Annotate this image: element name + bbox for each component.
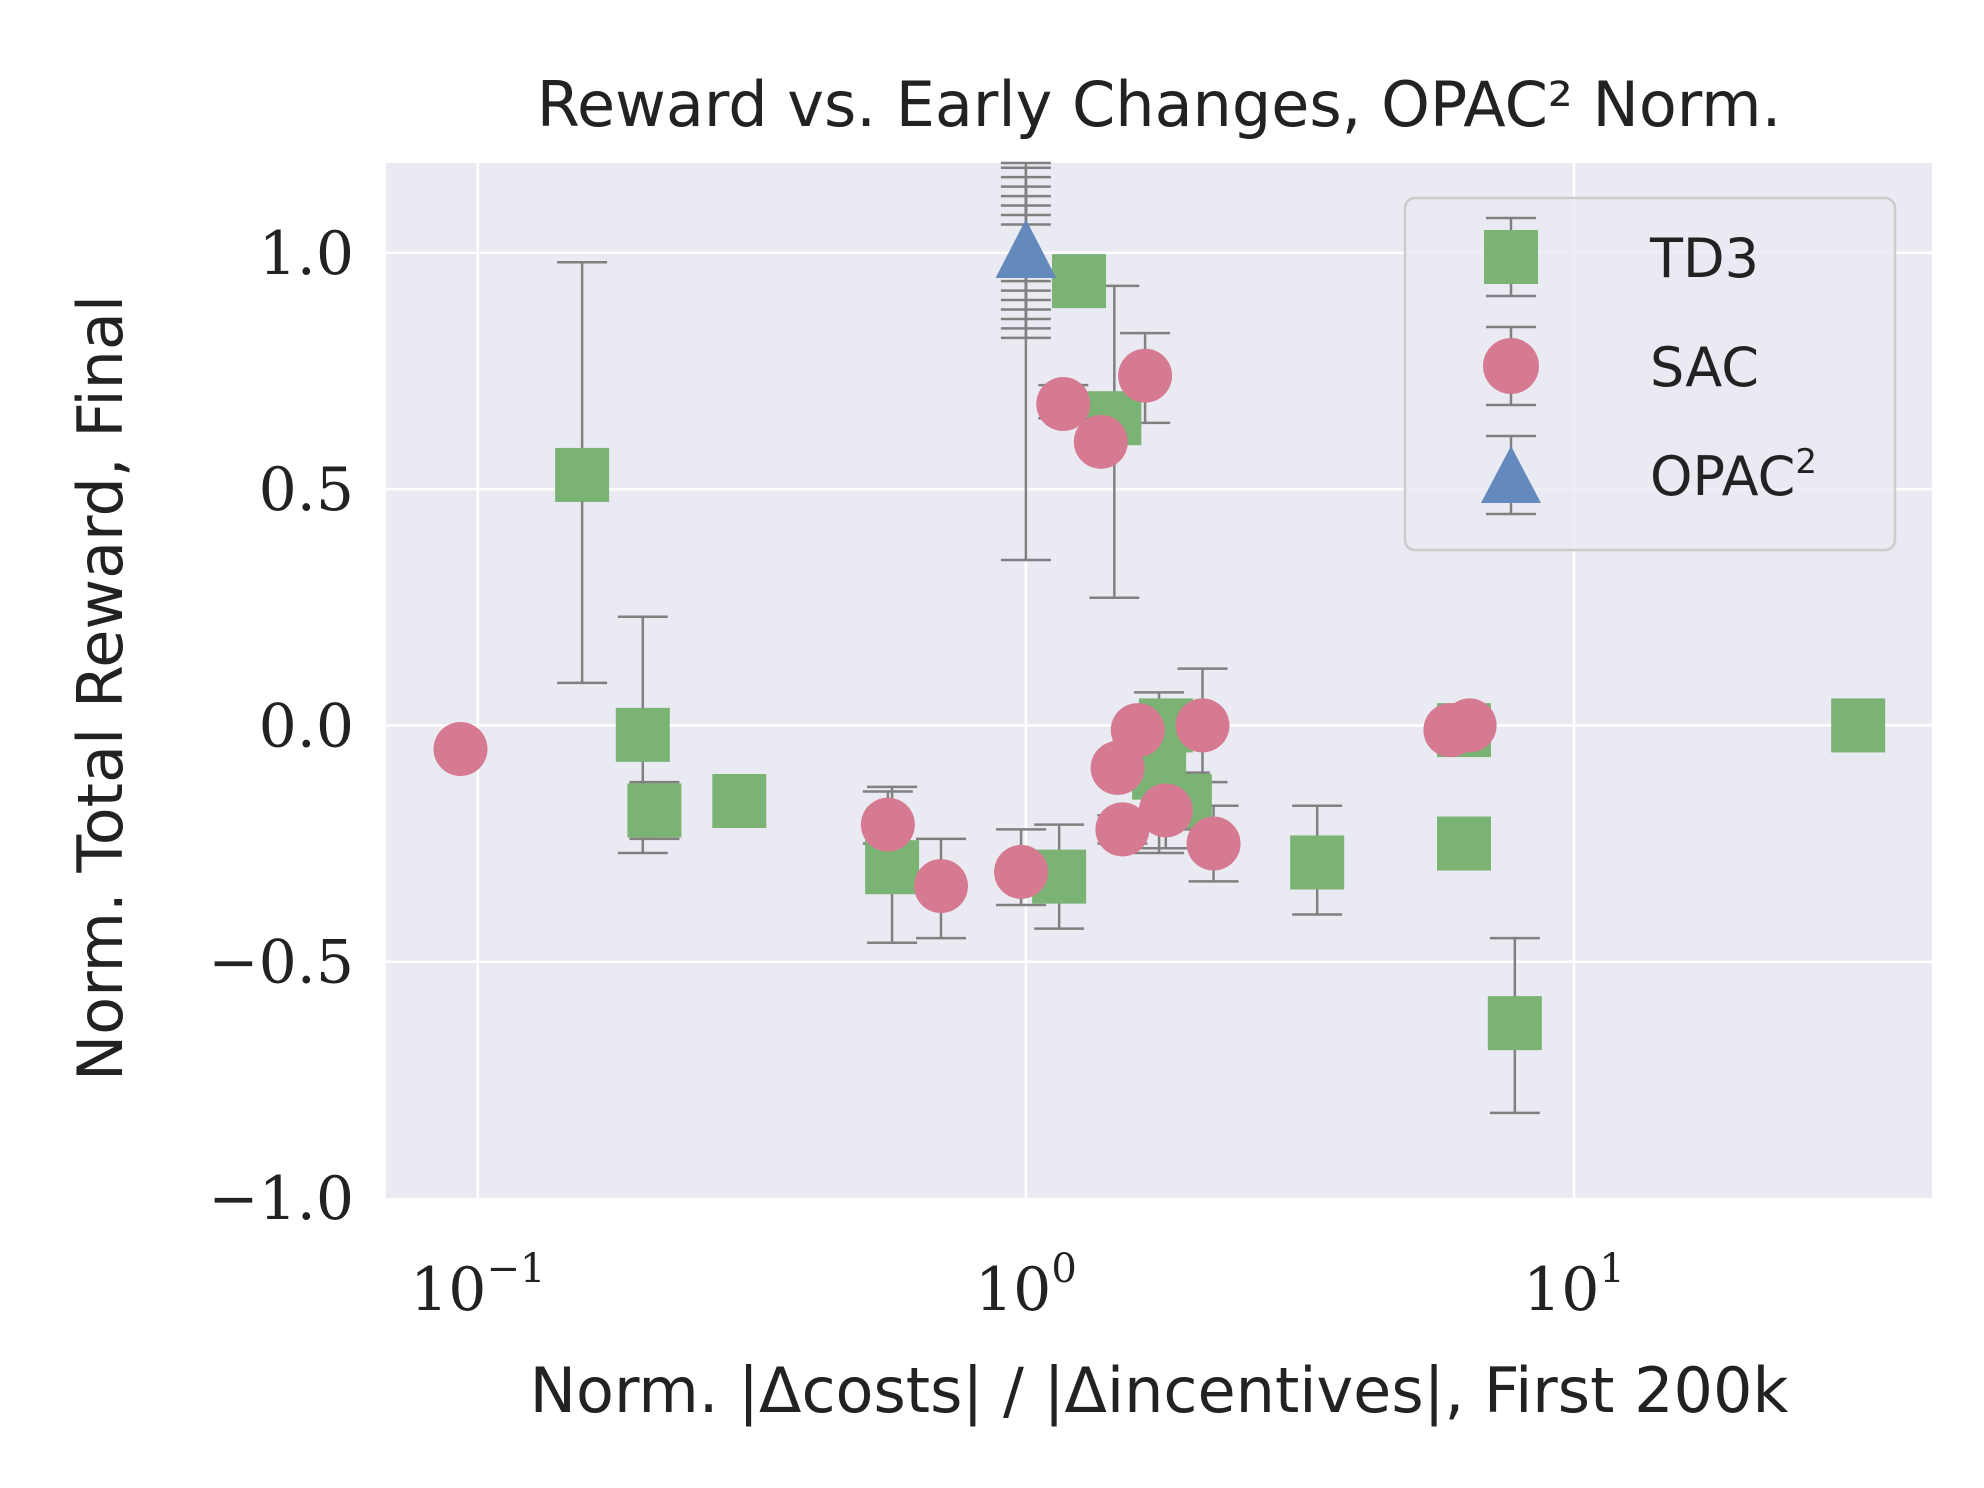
sac-point — [913, 859, 968, 914]
y-tick-label: 0.5 — [259, 455, 354, 525]
opac2-point — [995, 219, 1056, 278]
y-tick-label: 1.0 — [259, 219, 354, 289]
td3-point — [1487, 996, 1542, 1051]
y-tick-labels: −1.0 −0.5 0.0 0.5 1.0 — [208, 219, 354, 1234]
legend-marker-td3 — [1484, 230, 1538, 284]
x-tick-base: 10 — [1523, 1255, 1599, 1325]
y-tick-label: −0.5 — [208, 928, 354, 998]
x-axis-label: Norm. |Δcosts| / |Δincentives|, First 20… — [530, 1354, 1789, 1428]
y-axis-label: Norm. Total Reward, Final — [64, 295, 137, 1081]
legend: TD3 SAC OPAC2 — [1403, 196, 1897, 552]
y-tick-label: 0.0 — [259, 691, 354, 761]
x-tick-exponent: −1 — [486, 1246, 545, 1292]
legend-label-sac: SAC — [1650, 336, 1759, 399]
y-tick-label: −1.0 — [208, 1164, 354, 1234]
sac-point — [860, 797, 915, 852]
sac-point — [1138, 783, 1193, 838]
legend-label-opac2: OPAC2 — [1650, 442, 1817, 508]
sac-point — [994, 844, 1049, 899]
sac-point — [1442, 698, 1497, 753]
td3-point — [1437, 816, 1492, 871]
td3-point — [1290, 835, 1345, 890]
x-tick-label: 100 — [975, 1246, 1077, 1325]
td3-point — [712, 774, 767, 829]
sac-point — [1073, 414, 1128, 469]
sac-point — [1095, 802, 1150, 857]
sac-point — [1186, 816, 1241, 871]
sac-point — [1118, 348, 1173, 403]
legend-marker-sac — [1483, 338, 1539, 394]
x-tick-label: 101 — [1523, 1246, 1625, 1325]
chart-title: Reward vs. Early Changes, OPAC² Norm. — [537, 68, 1782, 141]
legend-label-opac2-base: OPAC — [1650, 445, 1795, 508]
td3-point — [1052, 254, 1107, 309]
x-tick-labels: 10−1 100 101 — [410, 1246, 1625, 1325]
legend-marker-opac2 — [1481, 446, 1541, 503]
sac-point — [1036, 377, 1091, 432]
sac-point — [1110, 703, 1165, 758]
legend-item-opac2: OPAC2 — [1481, 434, 1817, 516]
sac-point — [1175, 698, 1230, 753]
legend-label-opac2-sup: 2 — [1795, 442, 1817, 482]
x-tick-label: 10−1 — [410, 1246, 545, 1325]
x-tick-base: 10 — [410, 1255, 486, 1325]
td3-point — [627, 783, 682, 838]
x-tick-exponent: 1 — [1599, 1246, 1624, 1292]
legend-item-td3: TD3 — [1484, 216, 1759, 298]
legend-label-td3: TD3 — [1649, 227, 1759, 290]
x-tick-base: 10 — [975, 1255, 1051, 1325]
sac-point — [433, 722, 488, 777]
x-tick-exponent: 0 — [1051, 1246, 1076, 1292]
data-markers — [433, 219, 1886, 1051]
td3-point — [555, 447, 610, 502]
legend-box — [1403, 196, 1897, 552]
td3-point — [1831, 698, 1886, 753]
td3-point — [615, 707, 670, 762]
legend-item-sac: SAC — [1483, 325, 1759, 407]
